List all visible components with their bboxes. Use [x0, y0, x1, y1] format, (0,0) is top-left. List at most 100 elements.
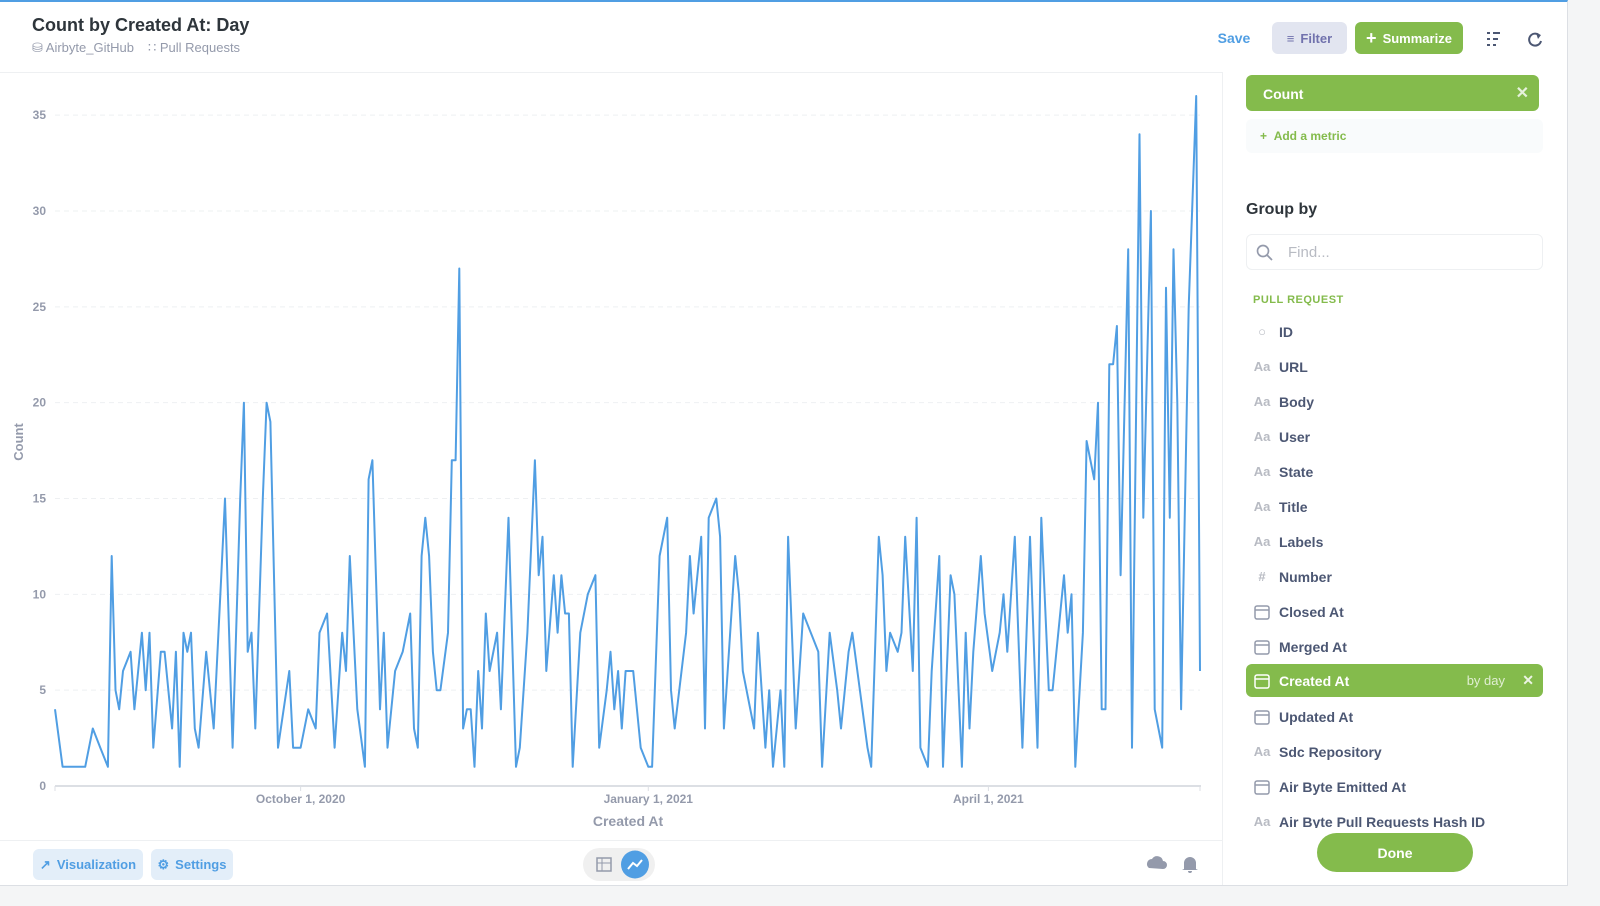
x-axis-title: Created At: [593, 813, 664, 829]
field-row[interactable]: Updated At: [1253, 700, 1543, 733]
search-input[interactable]: Find...: [1246, 234, 1543, 270]
chart: Created At Count 0 5 10 15 20 25 30 35 October 1…: [11, 95, 1201, 829]
table-link[interactable]: ∷ Pull Requests: [147, 40, 241, 55]
field-row[interactable]: Aa Title: [1253, 490, 1543, 523]
settings-button[interactable]: ⚙ Settings: [151, 849, 233, 880]
field-name: Body: [1279, 393, 1314, 410]
field-row[interactable]: ○ ID: [1253, 315, 1543, 348]
table-view[interactable]: [596, 857, 612, 872]
field-name: Number: [1279, 568, 1332, 585]
field-row[interactable]: Aa State: [1253, 455, 1543, 488]
header-icons: [1487, 32, 1542, 47]
footer-icons: [1147, 856, 1198, 873]
field-name: Closed At: [1279, 603, 1344, 620]
field-name: Updated At: [1279, 708, 1354, 725]
text-icon: Aa: [1253, 744, 1271, 759]
sidebar-divider: [1222, 72, 1223, 885]
database-link[interactable]: ⛁ Airbyte_GitHub: [32, 40, 134, 55]
download-icon[interactable]: [1147, 856, 1167, 869]
y-axis-title: Count: [11, 423, 26, 461]
field-row[interactable]: Aa Air Byte Pull Requests Hash ID: [1253, 805, 1543, 829]
x-tick-label: October 1, 2020: [256, 792, 346, 806]
y-tick-label: 30: [33, 204, 47, 218]
sidebar-toggle[interactable]: [1487, 32, 1500, 46]
visualization-button[interactable]: ↗ Visualization: [33, 849, 143, 880]
field-row[interactable]: Air Byte Emitted At: [1253, 770, 1543, 803]
section-heading: PULL REQUEST: [1253, 294, 1344, 306]
x-tick-label: January 1, 2021: [604, 792, 694, 806]
field-name: Merged At: [1279, 638, 1347, 655]
field-name: Sdc Repository: [1279, 743, 1382, 760]
breadcrumbs: ⛁ Airbyte_GitHub ∷ Pull Requests: [32, 40, 240, 56]
y-tick-label: 0: [39, 779, 46, 793]
plus-icon: +: [1366, 27, 1377, 48]
y-tick-label: 35: [33, 108, 47, 122]
field-row[interactable]: Aa Body: [1253, 385, 1543, 418]
field-name: Air Byte Emitted At: [1279, 778, 1407, 795]
field-name: Created At: [1279, 672, 1350, 689]
summarize-label: Summarize: [1382, 30, 1452, 46]
remove-metric[interactable]: ✕: [1515, 85, 1529, 102]
date-icon: [1253, 639, 1271, 655]
refresh-icon[interactable]: [1528, 32, 1542, 47]
filter-button[interactable]: ≡ Filter: [1272, 22, 1347, 54]
series-line: [54, 95, 1201, 768]
group-by-heading: Group by: [1246, 201, 1318, 218]
alert-icon[interactable]: [1182, 857, 1198, 873]
field-row-selected[interactable]: Created At by day ✕: [1246, 664, 1543, 697]
add-metric-label: Add a metric: [1273, 129, 1347, 143]
y-tick-label: 15: [33, 492, 47, 506]
y-tick-label: 10: [33, 587, 47, 601]
filter-label: Filter: [1300, 30, 1333, 46]
text-icon: Aa: [1253, 499, 1271, 514]
viz-icon: ↗: [39, 856, 51, 872]
field-row[interactable]: Aa URL: [1253, 350, 1543, 383]
field-name: Title: [1279, 498, 1308, 515]
date-icon: [1253, 673, 1271, 689]
settings-label: Settings: [175, 857, 227, 872]
done-button[interactable]: Done: [1317, 833, 1473, 872]
y-tick-label: 25: [33, 300, 47, 314]
field-row[interactable]: Aa User: [1253, 420, 1543, 453]
remove-breakout[interactable]: ✕: [1522, 672, 1534, 688]
visualization-label: Visualization: [56, 857, 137, 872]
summarize-button[interactable]: + Summarize: [1355, 22, 1463, 54]
granularity[interactable]: by day: [1466, 673, 1505, 688]
field-row[interactable]: Closed At: [1253, 595, 1543, 628]
date-icon: [1253, 709, 1271, 725]
database-name: Airbyte_GitHub: [45, 40, 134, 55]
toggle-icons: [596, 850, 649, 879]
search-icon: [1256, 244, 1273, 261]
x-tick-label: April 1, 2021: [953, 792, 1024, 806]
text-icon: Aa: [1253, 534, 1271, 549]
add-metric[interactable]: + Add a metric: [1246, 119, 1543, 153]
app: Count by Created At: Day ⛁ Airbyte_GitHu…: [0, 0, 1568, 886]
text-icon: Aa: [1253, 464, 1271, 479]
view-toggle: [583, 848, 655, 881]
number-icon: #: [1258, 569, 1266, 584]
field-row[interactable]: Aa Sdc Repository: [1253, 735, 1543, 768]
id-icon: ○: [1258, 324, 1266, 339]
save-button[interactable]: Save: [1217, 30, 1251, 46]
search-placeholder: Find...: [1288, 244, 1330, 261]
table-name: Pull Requests: [159, 40, 241, 55]
field-name: State: [1279, 463, 1314, 480]
metric-pill[interactable]: Count ✕: [1246, 75, 1539, 111]
filter-icon: ≡: [1286, 30, 1295, 46]
date-icon: [1253, 779, 1271, 795]
field-row[interactable]: Merged At: [1253, 630, 1543, 663]
metric-label: Count: [1263, 86, 1304, 102]
date-icon: [1253, 604, 1271, 620]
field-row[interactable]: Aa Labels: [1253, 525, 1543, 558]
refresh-arrow: [1536, 33, 1541, 39]
gear-icon: ⚙: [157, 856, 170, 872]
field-name: URL: [1279, 358, 1308, 375]
field-name: ID: [1279, 323, 1293, 340]
y-tick-label: 5: [39, 683, 46, 697]
question-title: Count by Created At: Day: [32, 15, 250, 35]
field-row[interactable]: # Number: [1253, 560, 1543, 593]
y-tick-label: 20: [33, 396, 47, 410]
header-divider: [0, 72, 1222, 73]
field-name: Air Byte Pull Requests Hash ID: [1279, 813, 1486, 829]
